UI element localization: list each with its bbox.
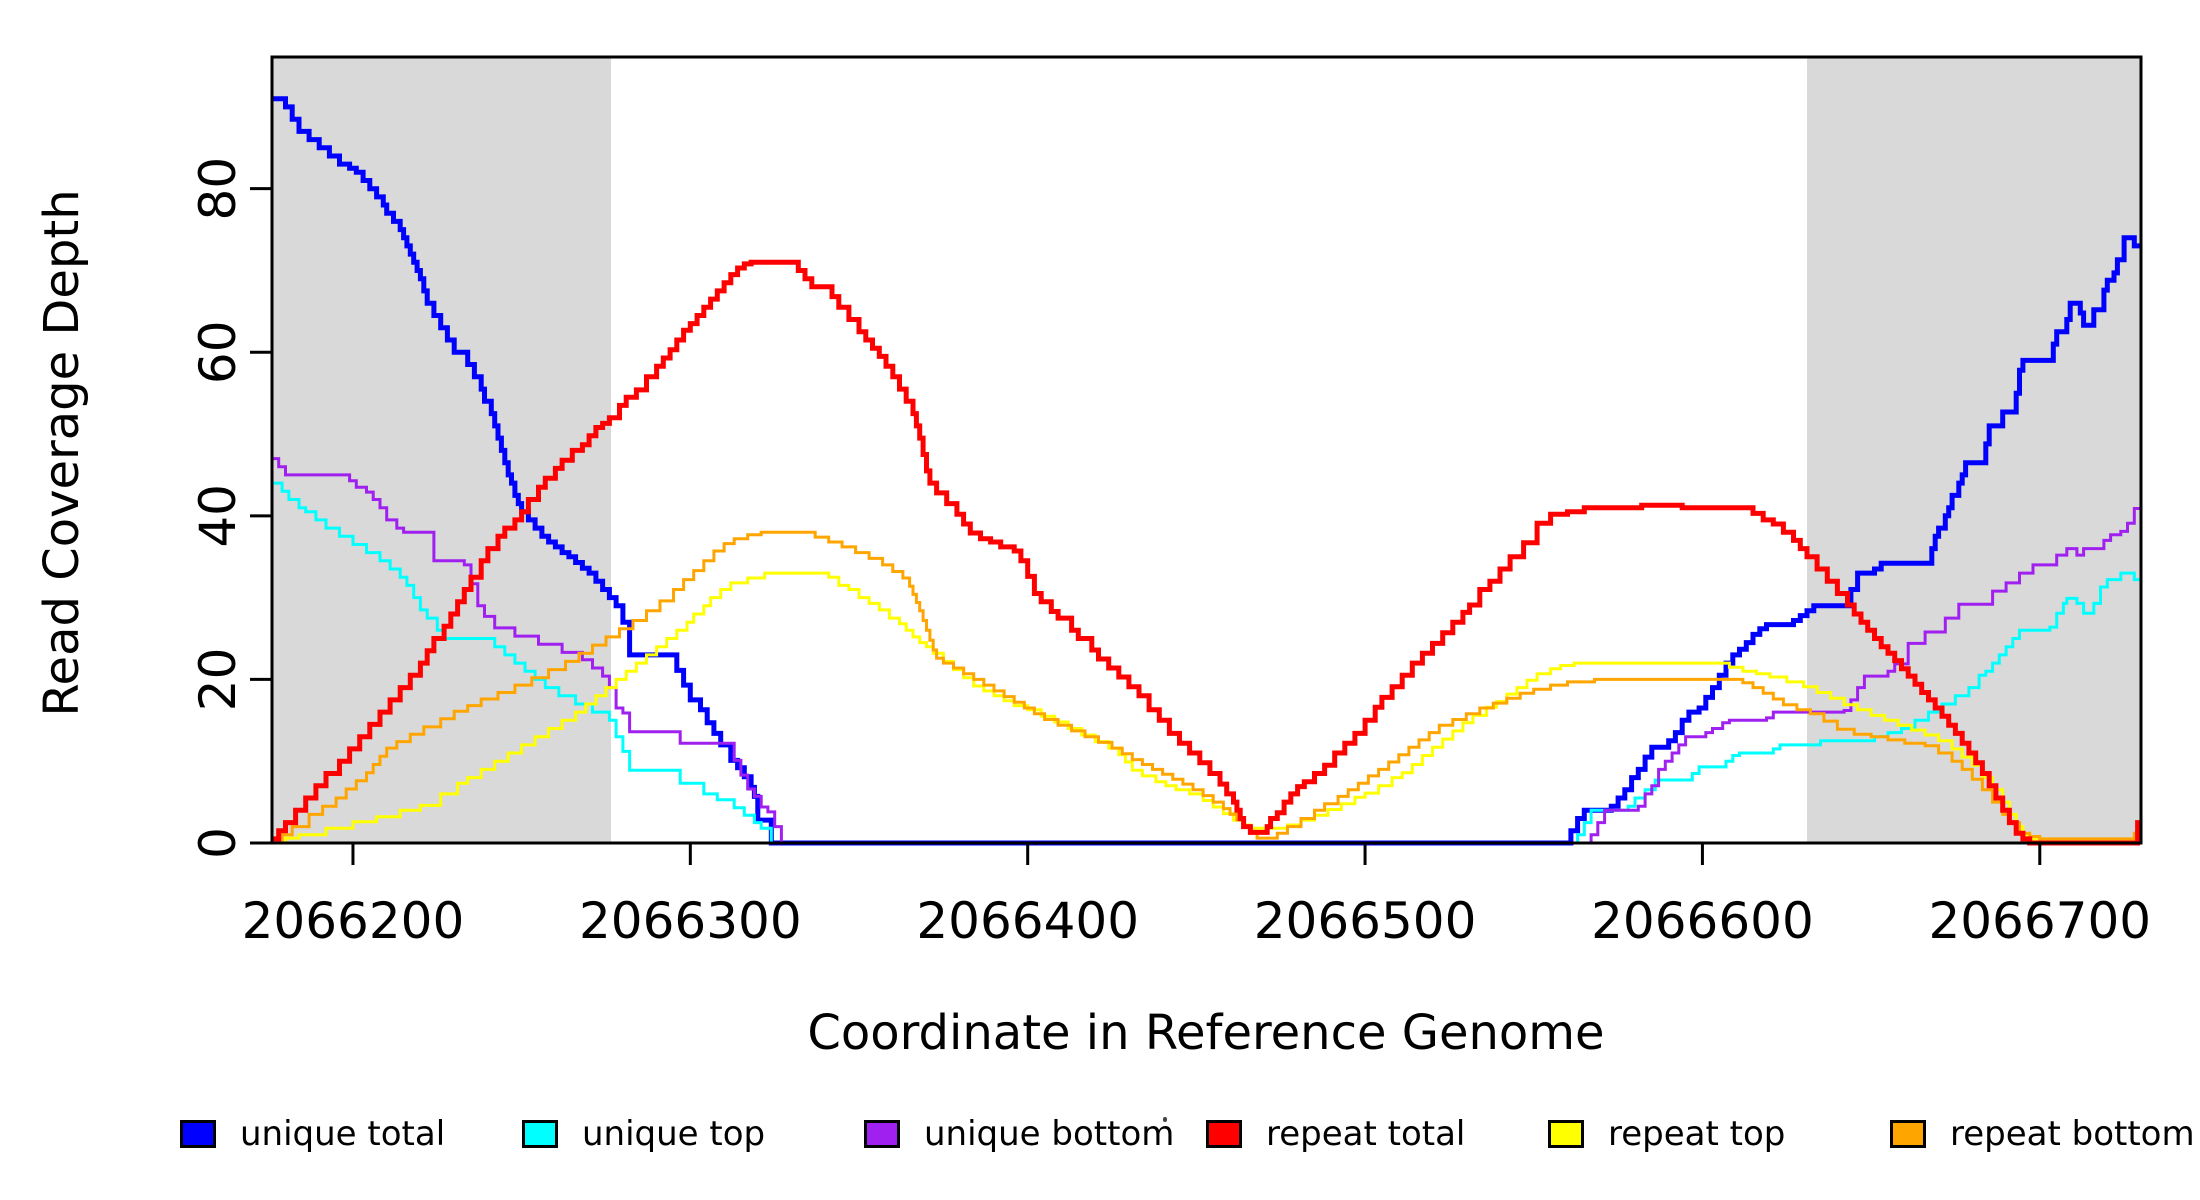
series-unique-total xyxy=(272,96,2141,846)
x-tick-label: 2066600 xyxy=(1591,892,1814,950)
x-tick-label: 2066500 xyxy=(1254,892,1477,950)
x-tick-label: 2066700 xyxy=(1928,892,2151,950)
legend-swatch xyxy=(522,1120,558,1148)
x-axis-title: Coordinate in Reference Genome xyxy=(807,1005,1605,1061)
legend-label: unique top xyxy=(582,1114,766,1154)
y-tick-label: 80 xyxy=(189,157,247,221)
legend-item-unique-top: unique top xyxy=(522,1108,765,1160)
legend-label: repeat top xyxy=(1608,1114,1786,1154)
y-tick-label: 20 xyxy=(189,648,247,712)
shaded-region xyxy=(1807,57,2141,843)
legend-swatch xyxy=(180,1120,216,1148)
legend-item-repeat-top: repeat top xyxy=(1548,1108,1785,1160)
x-tick-label: 2066200 xyxy=(242,892,465,950)
series-repeat-bottom xyxy=(272,530,2143,845)
legend-label: repeat total xyxy=(1266,1114,1466,1154)
y-tick-label: 40 xyxy=(189,484,247,548)
legend-label: repeat bottom xyxy=(1950,1114,2195,1154)
legend-label: unique total xyxy=(240,1114,446,1154)
legend-item-repeat-total: repeat total xyxy=(1206,1108,1465,1160)
legend-artifact-dot xyxy=(1163,1117,1167,1122)
y-axis-title: Read Coverage Depth xyxy=(34,189,90,717)
legend: unique total unique top unique bottom repea… xyxy=(0,1108,2200,1160)
legend-item-repeat-bottom: repeat bottom xyxy=(1890,1108,2195,1160)
x-tick-label: 2066300 xyxy=(579,892,802,950)
legend-swatch xyxy=(864,1120,900,1148)
series-repeat-top xyxy=(272,571,2141,845)
legend-swatch xyxy=(1548,1120,1584,1148)
shaded-region xyxy=(272,57,612,843)
legend-swatch xyxy=(1890,1120,1926,1148)
plot-box xyxy=(270,55,2143,845)
legend-item-unique-bottom: unique bottom xyxy=(864,1108,1174,1160)
series-repeat-total xyxy=(272,259,2141,846)
y-tick-label: 60 xyxy=(189,320,247,384)
legend-label: unique bottom xyxy=(924,1114,1175,1154)
legend-swatch xyxy=(1206,1120,1242,1148)
series-unique-bottom xyxy=(272,457,2141,845)
y-tick-label: 0 xyxy=(189,827,247,859)
legend-item-unique-total: unique total xyxy=(180,1108,445,1160)
x-tick-label: 2066400 xyxy=(916,892,1139,950)
